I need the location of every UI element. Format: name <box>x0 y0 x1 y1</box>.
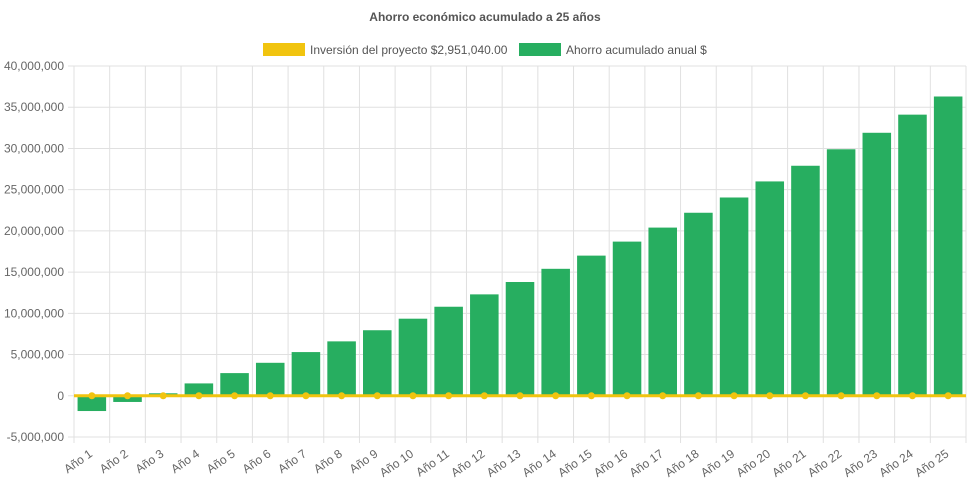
investment-point-6 <box>266 392 274 400</box>
y-tick-label: 25,000,000 <box>4 183 64 197</box>
x-tick-label: Año 15 <box>555 446 594 479</box>
investment-point-14 <box>552 392 560 400</box>
x-tick-label: Año 20 <box>734 446 773 479</box>
investment-point-12 <box>480 392 488 400</box>
x-tick-label: Año 10 <box>377 446 416 479</box>
y-tick-label: 5,000,000 <box>11 348 65 362</box>
x-tick-label: Año 24 <box>876 446 915 479</box>
x-tick-label: Año 9 <box>347 446 381 476</box>
investment-point-22 <box>837 392 845 400</box>
investment-point-20 <box>766 392 774 400</box>
y-tick-label: -5,000,000 <box>7 430 65 444</box>
bar-13 <box>505 282 535 396</box>
investment-point-9 <box>373 392 381 400</box>
bar-1 <box>77 395 107 412</box>
x-tick-label: Año 6 <box>240 446 274 476</box>
x-tick-label: Año 13 <box>484 446 523 479</box>
bar-22 <box>826 149 856 396</box>
bar-5 <box>220 373 249 396</box>
x-tick-label: Año 12 <box>448 446 487 479</box>
bar-15 <box>577 255 606 396</box>
investment-point-16 <box>623 392 631 400</box>
bar-14 <box>541 268 570 396</box>
investment-point-10 <box>409 392 417 400</box>
investment-point-2 <box>124 392 132 400</box>
x-tick-label: Año 8 <box>311 446 345 476</box>
x-tick-label: Año 17 <box>627 446 666 479</box>
bar-19 <box>719 197 749 396</box>
investment-point-13 <box>516 392 524 400</box>
x-tick-label: Año 2 <box>97 446 131 476</box>
x-tick-label: Año 4 <box>168 446 202 476</box>
x-tick-label: Año 16 <box>591 446 630 479</box>
x-tick-label: Año 14 <box>520 446 559 479</box>
legend-swatch-savings[interactable] <box>519 43 561 56</box>
y-tick-label: 15,000,000 <box>4 265 64 279</box>
y-tick-label: 0 <box>57 389 64 403</box>
bar-11 <box>434 306 463 396</box>
bar-18 <box>684 212 713 396</box>
x-tick-label: Año 22 <box>805 446 844 479</box>
bar-25 <box>933 96 963 396</box>
x-tick-label: Año 19 <box>698 446 737 479</box>
investment-point-5 <box>231 392 239 400</box>
x-tick-label: Año 11 <box>413 446 452 479</box>
bar-16 <box>612 241 642 396</box>
x-tick-label: Año 18 <box>662 446 701 479</box>
investment-point-7 <box>302 392 310 400</box>
x-tick-label: Año 23 <box>841 446 880 479</box>
bar-24 <box>898 114 927 396</box>
bar-17 <box>648 227 677 396</box>
legend-label-savings[interactable]: Ahorro acumulado anual $ <box>566 43 707 57</box>
investment-point-8 <box>338 392 346 400</box>
x-tick-label: Año 25 <box>912 446 951 479</box>
investment-point-24 <box>908 392 916 400</box>
investment-point-21 <box>801 392 809 400</box>
investment-point-17 <box>659 392 667 400</box>
y-tick-label: 10,000,000 <box>4 306 64 320</box>
bar-9 <box>363 330 392 396</box>
x-tick-label: Año 3 <box>133 446 167 476</box>
bar-23 <box>862 132 892 396</box>
y-tick-label: 35,000,000 <box>4 100 64 114</box>
chart-title: Ahorro económico acumulado a 25 años <box>369 10 601 24</box>
bar-21 <box>791 165 820 396</box>
investment-point-11 <box>445 392 453 400</box>
legend-label-investment[interactable]: Inversión del proyecto $2,951,040.00 <box>310 43 508 57</box>
investment-point-4 <box>195 392 203 400</box>
investment-point-23 <box>873 392 881 400</box>
x-tick-label: Año 21 <box>769 446 808 479</box>
investment-point-15 <box>587 392 595 400</box>
bar-6 <box>255 362 285 396</box>
investment-point-25 <box>944 392 952 400</box>
bar-12 <box>470 294 499 396</box>
x-tick-label: Año 5 <box>204 446 238 476</box>
investment-point-19 <box>730 392 738 400</box>
investment-point-1 <box>88 392 96 400</box>
bar-10 <box>398 318 428 396</box>
y-tick-label: 30,000,000 <box>4 141 64 155</box>
bar-4 <box>184 383 214 396</box>
y-tick-label: 20,000,000 <box>4 224 64 238</box>
legend: Inversión del proyecto $2,951,040.00 Aho… <box>263 43 707 57</box>
y-tick-label: 40,000,000 <box>4 59 64 73</box>
investment-point-3 <box>159 392 167 400</box>
bar-20 <box>755 181 785 396</box>
bar-8 <box>327 341 356 396</box>
legend-swatch-investment[interactable] <box>263 43 305 56</box>
x-tick-label: Año 1 <box>61 446 95 476</box>
investment-point-18 <box>694 392 702 400</box>
bar-7 <box>291 352 321 396</box>
x-tick-label: Año 7 <box>275 446 309 476</box>
